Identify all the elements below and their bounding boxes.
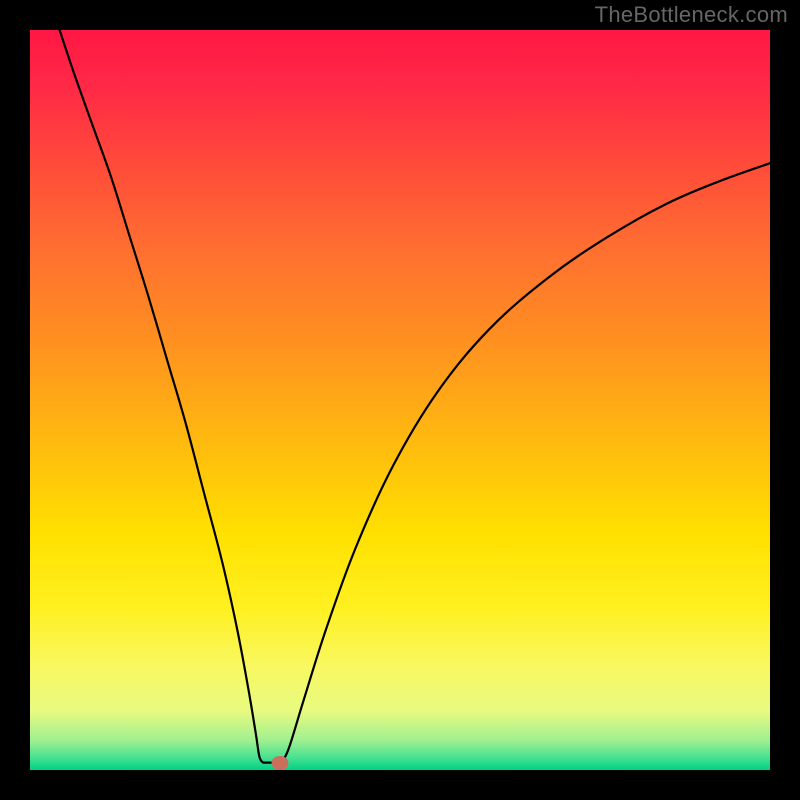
bottleneck-curve — [30, 30, 770, 770]
watermark-text: TheBottleneck.com — [595, 2, 788, 28]
plot-area — [30, 30, 770, 770]
minimum-marker — [272, 756, 289, 770]
